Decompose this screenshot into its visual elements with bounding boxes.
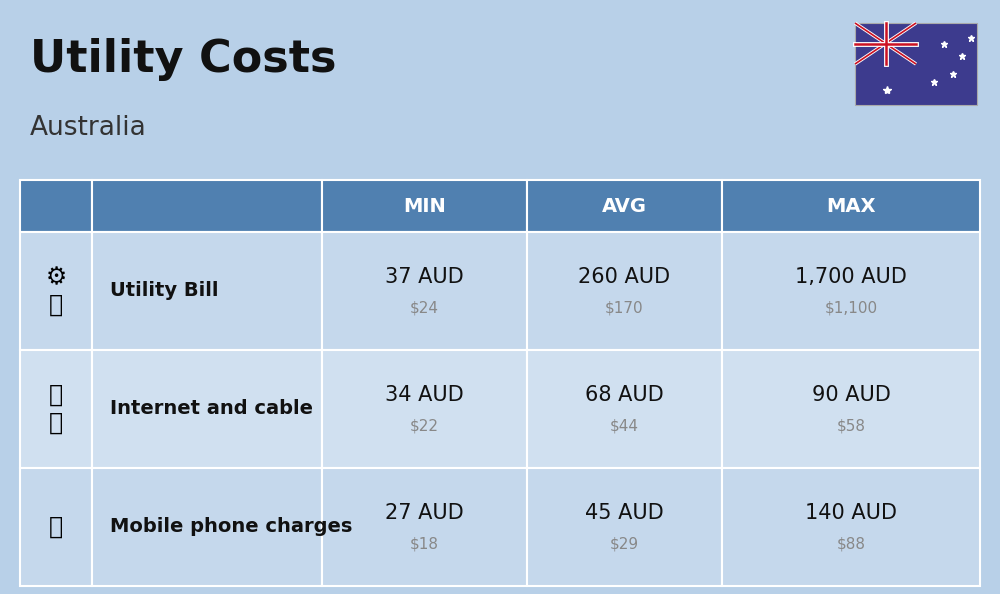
- Text: $58: $58: [836, 419, 866, 434]
- Text: 📱: 📱: [49, 515, 63, 539]
- Bar: [92, 232, 322, 350]
- Text: $18: $18: [410, 536, 439, 551]
- Bar: [92, 350, 322, 468]
- Bar: [527, 232, 722, 350]
- Bar: [322, 180, 527, 232]
- Text: Utility Bill: Utility Bill: [110, 282, 218, 301]
- Text: Utility Costs: Utility Costs: [30, 38, 336, 81]
- Bar: [722, 180, 980, 232]
- Text: $22: $22: [410, 419, 439, 434]
- Bar: [855, 23, 977, 105]
- Text: ⚙
🔌: ⚙ 🔌: [45, 265, 67, 317]
- Text: $29: $29: [610, 536, 639, 551]
- Text: 34 AUD: 34 AUD: [385, 385, 464, 405]
- Bar: [322, 468, 527, 586]
- Text: 1,700 AUD: 1,700 AUD: [795, 267, 907, 287]
- Text: $170: $170: [605, 301, 644, 315]
- Bar: [20, 180, 92, 232]
- Text: Internet and cable: Internet and cable: [110, 400, 313, 419]
- Text: $1,100: $1,100: [824, 301, 878, 315]
- Text: 27 AUD: 27 AUD: [385, 503, 464, 523]
- Text: Mobile phone charges: Mobile phone charges: [110, 517, 352, 536]
- Bar: [527, 350, 722, 468]
- Text: 90 AUD: 90 AUD: [812, 385, 890, 405]
- Bar: [722, 232, 980, 350]
- Bar: [92, 180, 322, 232]
- Bar: [722, 468, 980, 586]
- Text: $88: $88: [836, 536, 866, 551]
- Text: Australia: Australia: [30, 115, 147, 141]
- Text: 140 AUD: 140 AUD: [805, 503, 897, 523]
- Bar: [20, 232, 92, 350]
- Text: 📶
🖨: 📶 🖨: [49, 383, 63, 435]
- Bar: [92, 468, 322, 586]
- Text: 260 AUD: 260 AUD: [578, 267, 671, 287]
- Bar: [20, 350, 92, 468]
- Bar: [527, 468, 722, 586]
- Text: MIN: MIN: [403, 197, 446, 216]
- Text: 37 AUD: 37 AUD: [385, 267, 464, 287]
- Text: 68 AUD: 68 AUD: [585, 385, 664, 405]
- Bar: [322, 350, 527, 468]
- Bar: [322, 232, 527, 350]
- Bar: [527, 180, 722, 232]
- Text: 45 AUD: 45 AUD: [585, 503, 664, 523]
- Bar: [20, 468, 92, 586]
- Text: AVG: AVG: [602, 197, 647, 216]
- Text: MAX: MAX: [826, 197, 876, 216]
- Bar: [722, 350, 980, 468]
- Text: $24: $24: [410, 301, 439, 315]
- Text: $44: $44: [610, 419, 639, 434]
